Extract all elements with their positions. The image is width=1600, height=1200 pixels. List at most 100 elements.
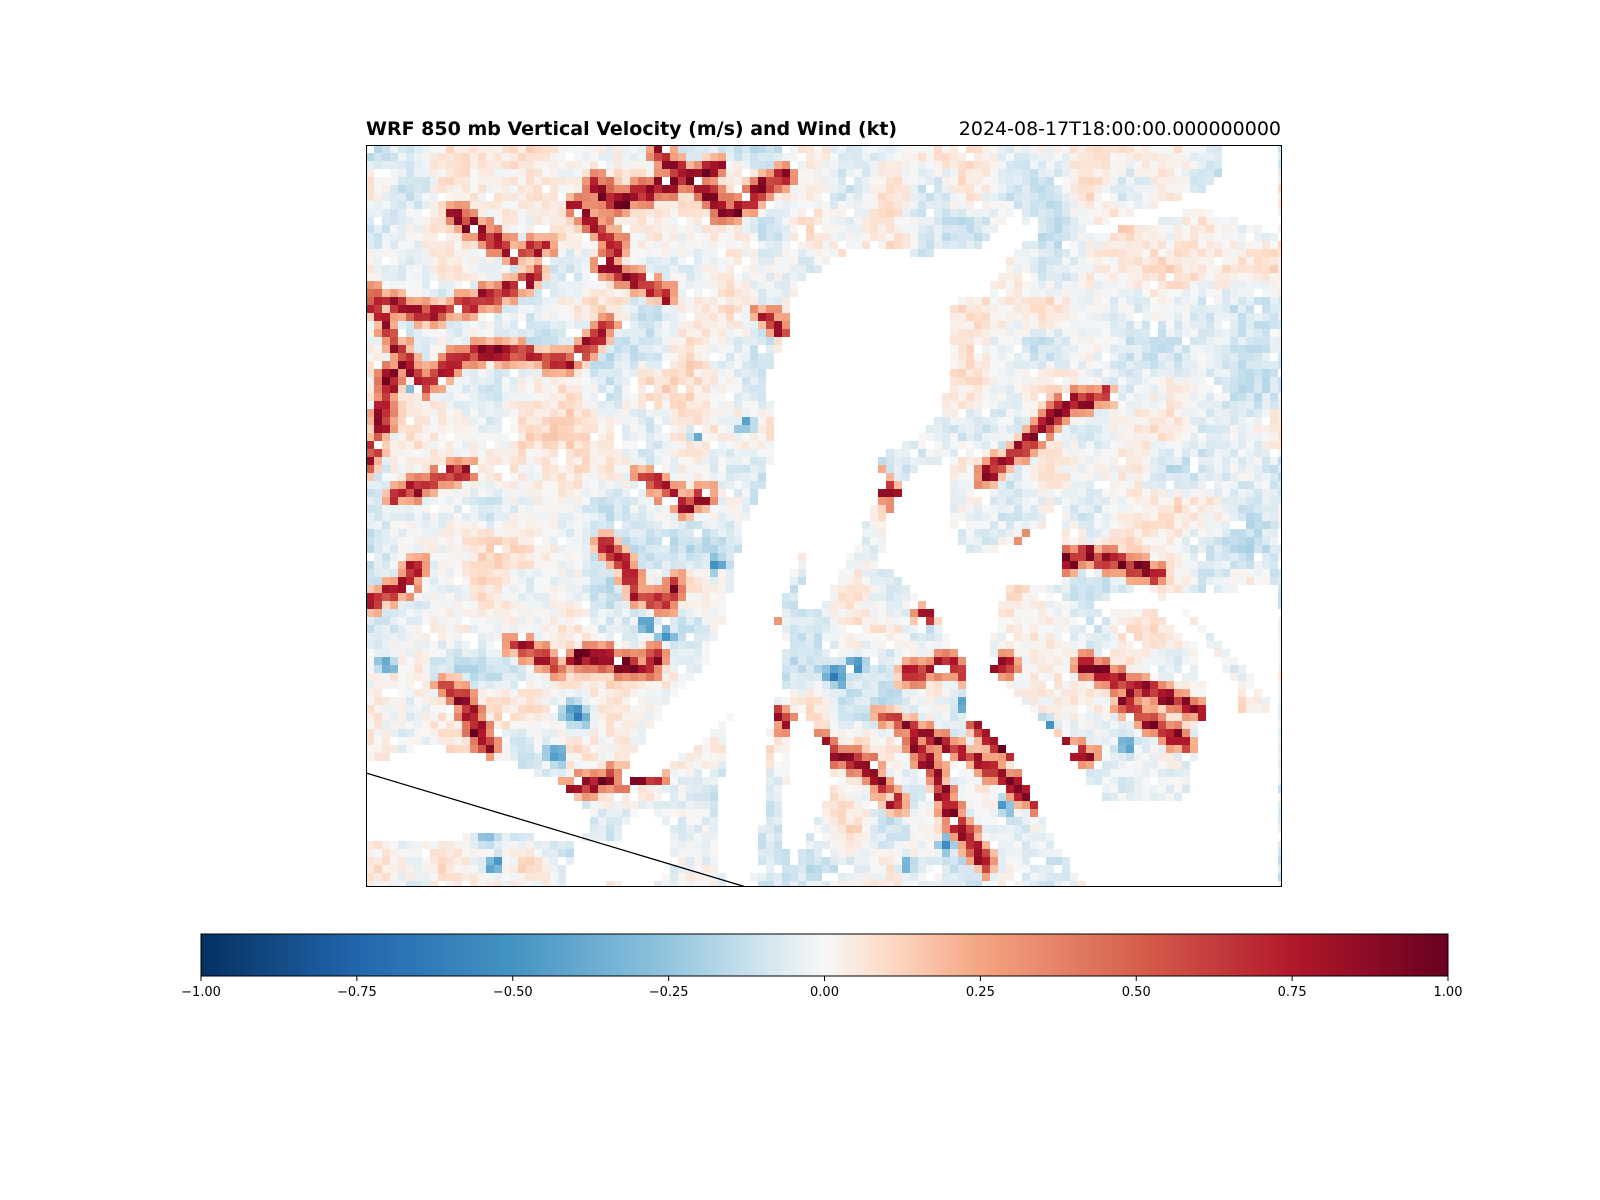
heatmap-cell <box>838 185 846 193</box>
heatmap-cell <box>1198 401 1206 409</box>
heatmap-cell <box>1150 553 1158 561</box>
heatmap-cell <box>1006 529 1014 537</box>
heatmap-cell <box>686 537 694 545</box>
heatmap-cell <box>670 449 678 457</box>
heatmap-cell <box>862 569 870 577</box>
heatmap-cell <box>830 153 838 161</box>
heatmap-cell <box>638 409 646 417</box>
heatmap-cell <box>534 561 542 569</box>
heatmap-cell <box>1182 473 1190 481</box>
heatmap-cell <box>870 569 878 577</box>
heatmap-cell <box>910 233 918 241</box>
heatmap-cell <box>742 249 750 257</box>
heatmap-cell <box>430 521 438 529</box>
heatmap-cell <box>422 153 430 161</box>
heatmap-cell <box>1254 409 1262 417</box>
heatmap-cell <box>742 513 750 521</box>
heatmap-cell <box>830 225 838 233</box>
heatmap-cell <box>966 433 974 441</box>
heatmap-cell <box>998 337 1006 345</box>
heatmap-cell <box>758 281 766 289</box>
heatmap-cell <box>550 217 558 225</box>
heatmap-cell <box>638 449 646 457</box>
heatmap-cell <box>694 401 702 409</box>
heatmap-cell <box>702 321 710 329</box>
heatmap-cell <box>470 569 478 577</box>
heatmap-cell <box>1166 361 1174 369</box>
heatmap-cell <box>1134 425 1142 433</box>
heatmap-cell <box>1030 425 1038 433</box>
heatmap-cell <box>1158 281 1166 289</box>
heatmap-cell <box>1150 377 1158 385</box>
heatmap-cell <box>574 481 582 489</box>
heatmap-cell <box>1078 201 1086 209</box>
heatmap-cell <box>670 233 678 241</box>
heatmap-cell <box>974 465 982 473</box>
heatmap-cell <box>1150 417 1158 425</box>
heatmap-cell <box>814 265 822 273</box>
heatmap-cell <box>430 497 438 505</box>
heatmap-cell <box>766 225 774 233</box>
heatmap-cell <box>830 249 838 257</box>
heatmap-cell <box>1054 305 1062 313</box>
heatmap-cell <box>606 369 614 377</box>
heatmap-cell <box>606 313 614 321</box>
heatmap-cell <box>1246 377 1254 385</box>
heatmap-cell <box>630 257 638 265</box>
heatmap-cell <box>542 425 550 433</box>
heatmap-cell <box>558 233 566 241</box>
heatmap-cell <box>654 145 662 153</box>
heatmap-cell <box>590 529 598 537</box>
heatmap-cell <box>718 393 726 401</box>
heatmap-cell <box>366 409 374 417</box>
heatmap-cell <box>446 225 454 233</box>
heatmap-cell <box>1142 449 1150 457</box>
heatmap-cell <box>1078 249 1086 257</box>
heatmap-cell <box>382 481 390 489</box>
heatmap-cell <box>1278 345 1282 353</box>
heatmap-cell <box>542 545 550 553</box>
heatmap-cell <box>982 537 990 545</box>
heatmap-cell <box>1102 265 1110 273</box>
heatmap-cell <box>366 577 374 585</box>
heatmap-cell <box>918 185 926 193</box>
heatmap-cell <box>902 217 910 225</box>
heatmap-cell <box>654 345 662 353</box>
heatmap-cell <box>702 185 710 193</box>
heatmap-cell <box>982 377 990 385</box>
heatmap-cell <box>1094 353 1102 361</box>
heatmap-cell <box>390 521 398 529</box>
heatmap-cell <box>902 449 910 457</box>
heatmap-cell <box>694 497 702 505</box>
heatmap-cell <box>870 521 878 529</box>
heatmap-cell <box>510 385 518 393</box>
heatmap-cell <box>958 465 966 473</box>
heatmap-cell <box>590 449 598 457</box>
heatmap-cell <box>750 481 758 489</box>
heatmap-cell <box>654 185 662 193</box>
heatmap-cell <box>918 225 926 233</box>
heatmap-cell <box>686 449 694 457</box>
heatmap-cell <box>1118 441 1126 449</box>
heatmap-cell <box>430 417 438 425</box>
heatmap-cell <box>1198 465 1206 473</box>
heatmap-cell <box>606 169 614 177</box>
heatmap-cell <box>590 257 598 265</box>
heatmap-cell <box>590 177 598 185</box>
heatmap-cell <box>1046 185 1054 193</box>
heatmap-cell <box>406 193 414 201</box>
heatmap-cell <box>838 145 846 153</box>
heatmap-cell <box>1190 257 1198 265</box>
heatmap-cell <box>1190 241 1198 249</box>
heatmap-cell <box>1102 561 1110 569</box>
heatmap-cell <box>430 169 438 177</box>
heatmap-cell <box>982 505 990 513</box>
heatmap-cell <box>710 425 718 433</box>
heatmap-cell <box>510 393 518 401</box>
heatmap-cell <box>430 225 438 233</box>
heatmap-cell <box>454 249 462 257</box>
heatmap-cell <box>1102 257 1110 265</box>
heatmap-cell <box>470 457 478 465</box>
heatmap-cell <box>1110 537 1118 545</box>
heatmap-cell <box>1086 433 1094 441</box>
